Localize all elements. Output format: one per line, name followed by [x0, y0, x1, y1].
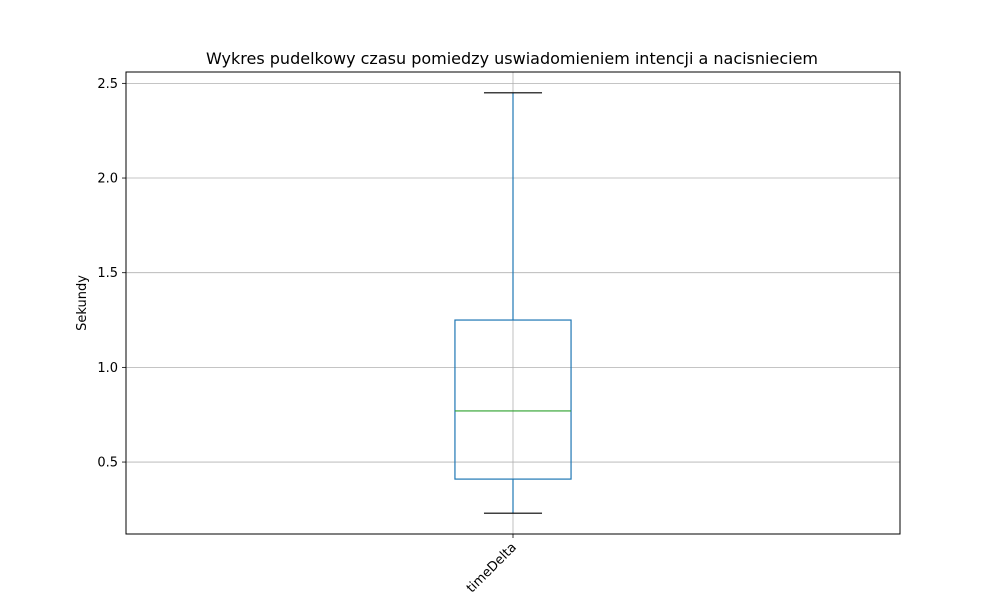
box-iqr [454, 319, 572, 480]
y-tick-label: 1.5 [97, 266, 118, 281]
y-tick-label: 0.5 [97, 456, 118, 471]
x-tick-label: timeDelta [464, 540, 520, 596]
axes: 0.5 1.0 1.5 2.0 2.5 timeDelta [97, 71, 901, 596]
chart-title: Wykres pudelkowy czasu pomiedzy uswiadom… [206, 49, 818, 68]
y-axis-label: Sekundy [75, 275, 90, 331]
plot-frame [125, 71, 901, 535]
y-tick-label: 1.0 [97, 361, 118, 376]
y-tick-label: 2.5 [97, 77, 118, 92]
box-plot-marks [454, 92, 572, 514]
y-tick-label: 2.0 [97, 172, 118, 187]
